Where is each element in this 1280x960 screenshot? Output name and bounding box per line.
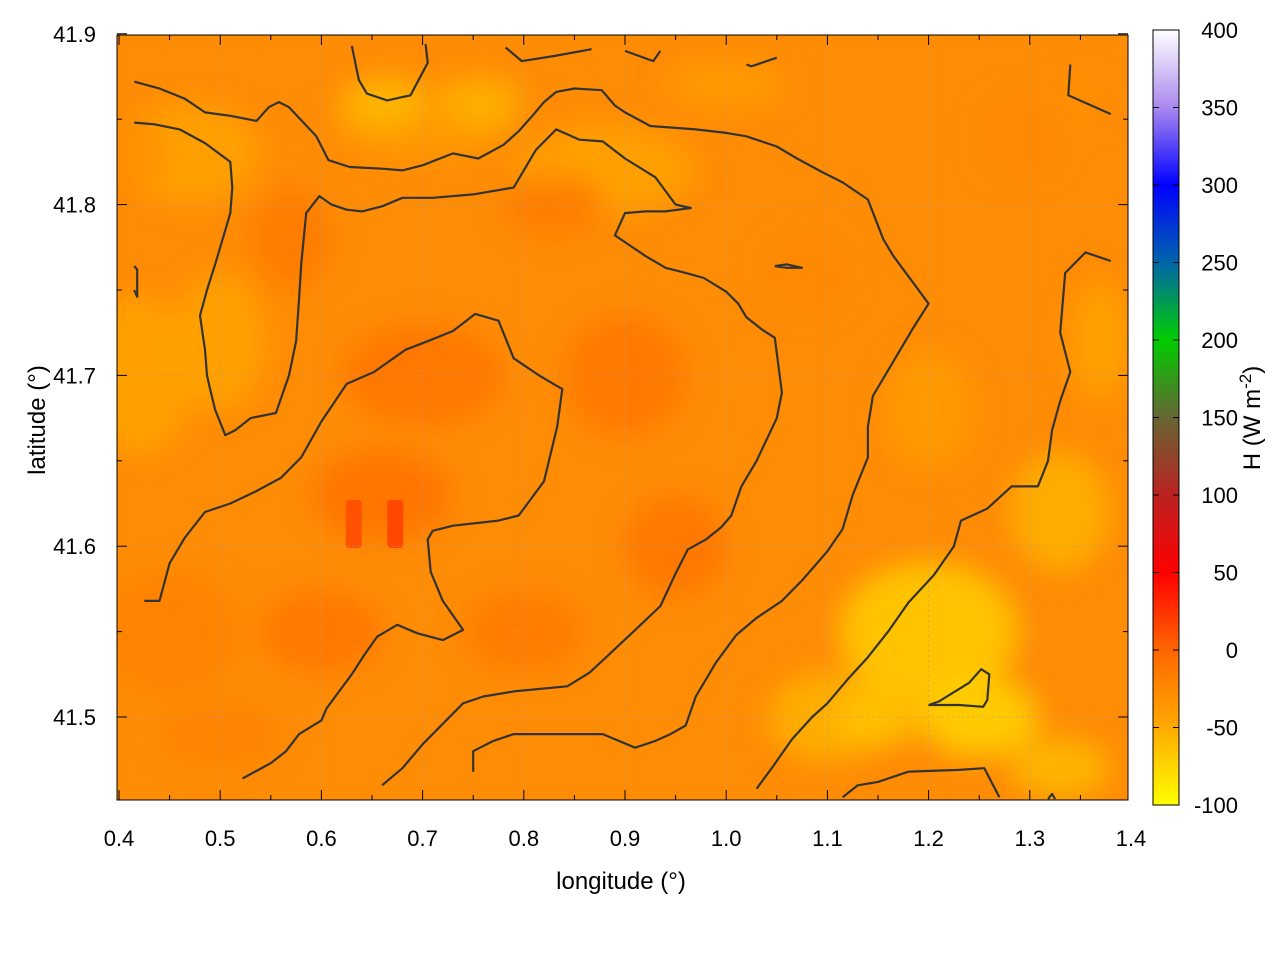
colorbar-ticks xyxy=(1153,29,1179,806)
colorbar-tick-label-4: 100 xyxy=(1201,483,1238,508)
colorbar-tick-label-0: -100 xyxy=(1194,793,1238,818)
hotspot-1 xyxy=(387,499,404,548)
y-tick-labels: 41.5 41.6 41.7 41.8 41.9 xyxy=(53,22,96,730)
contour-line-7 xyxy=(1067,64,1112,116)
y-tick-label-4: 41.9 xyxy=(53,22,96,47)
colorbar-title-end: ) xyxy=(1239,366,1266,374)
colorbar-tick-label-2: 0 xyxy=(1226,638,1238,663)
x-tick-label-3: 0.7 xyxy=(407,826,438,851)
plot-area xyxy=(116,33,1129,801)
colorbar-title-main: H (W m xyxy=(1239,389,1266,470)
x-tick-label-8: 1.2 xyxy=(913,826,944,851)
contour-lines xyxy=(133,43,1112,800)
colorbar-tick-label-7: 250 xyxy=(1201,251,1238,276)
axis-ticks xyxy=(117,33,1128,800)
colorbar-tick-labels: -100 -50 0 50 100 150 200 250 300 350 400 xyxy=(1194,18,1238,818)
contour-line-6 xyxy=(746,56,778,68)
x-tick-labels: 0.4 0.5 0.6 0.7 0.8 0.9 1.0 1.1 1.2 1.3 1.4 xyxy=(104,826,1147,851)
contour-line-5 xyxy=(624,49,662,63)
contour-line-8 xyxy=(133,265,139,298)
y-tick-label-1: 41.6 xyxy=(53,534,96,559)
x-tick-label-6: 1.0 xyxy=(711,826,742,851)
colorbar-title: H (W m-2) xyxy=(1236,366,1267,470)
colorbar-tick-label-8: 300 xyxy=(1201,173,1238,198)
colorbar-tick-label-5: 150 xyxy=(1201,406,1238,431)
colorbar-tick-label-10: 400 xyxy=(1201,18,1238,43)
colorbar-tick-label-9: 350 xyxy=(1201,96,1238,121)
colorbar: -100 -50 0 50 100 150 200 250 300 350 400 H (W m-2… xyxy=(1152,18,1267,818)
x-tick-label-5: 0.9 xyxy=(610,826,641,851)
y-axis-title: latitude (°) xyxy=(24,365,51,475)
x-tick-label-10: 1.4 xyxy=(1116,826,1147,851)
colorbar-title-sup: -2 xyxy=(1236,374,1255,389)
y-tick-label-2: 41.7 xyxy=(53,363,96,388)
contour-line-9 xyxy=(774,263,804,269)
heat-field xyxy=(117,60,1128,799)
contour-line-13 xyxy=(1047,792,1057,800)
contour-line-0 xyxy=(133,80,930,772)
contour-line-1 xyxy=(134,121,783,787)
x-tick-label-1: 0.5 xyxy=(205,826,236,851)
x-tick-label-9: 1.3 xyxy=(1015,826,1046,851)
colorbar-tick-label-3: 50 xyxy=(1214,561,1238,586)
grid-lines xyxy=(117,35,1128,800)
contour-line-11 xyxy=(928,668,991,708)
colorbar-tick-label-1: -50 xyxy=(1206,716,1238,741)
hotspot-0 xyxy=(345,499,362,548)
x-axis-title: longitude (°) xyxy=(556,868,686,895)
contour-line-4 xyxy=(504,46,592,63)
plot-frame xyxy=(116,34,1129,801)
contour-line-2 xyxy=(144,312,564,780)
x-tick-label-0: 0.4 xyxy=(104,826,135,851)
y-tick-label-3: 41.8 xyxy=(53,193,96,218)
contour-line-12 xyxy=(841,767,1001,799)
y-tick-label-0: 41.5 xyxy=(53,705,96,730)
x-tick-label-7: 1.1 xyxy=(812,826,843,851)
x-tick-label-4: 0.8 xyxy=(509,826,540,851)
x-tick-label-2: 0.6 xyxy=(306,826,337,851)
contour-line-3 xyxy=(350,43,429,102)
colorbar-tick-label-6: 200 xyxy=(1201,328,1238,353)
contour-line-10 xyxy=(755,251,1112,790)
